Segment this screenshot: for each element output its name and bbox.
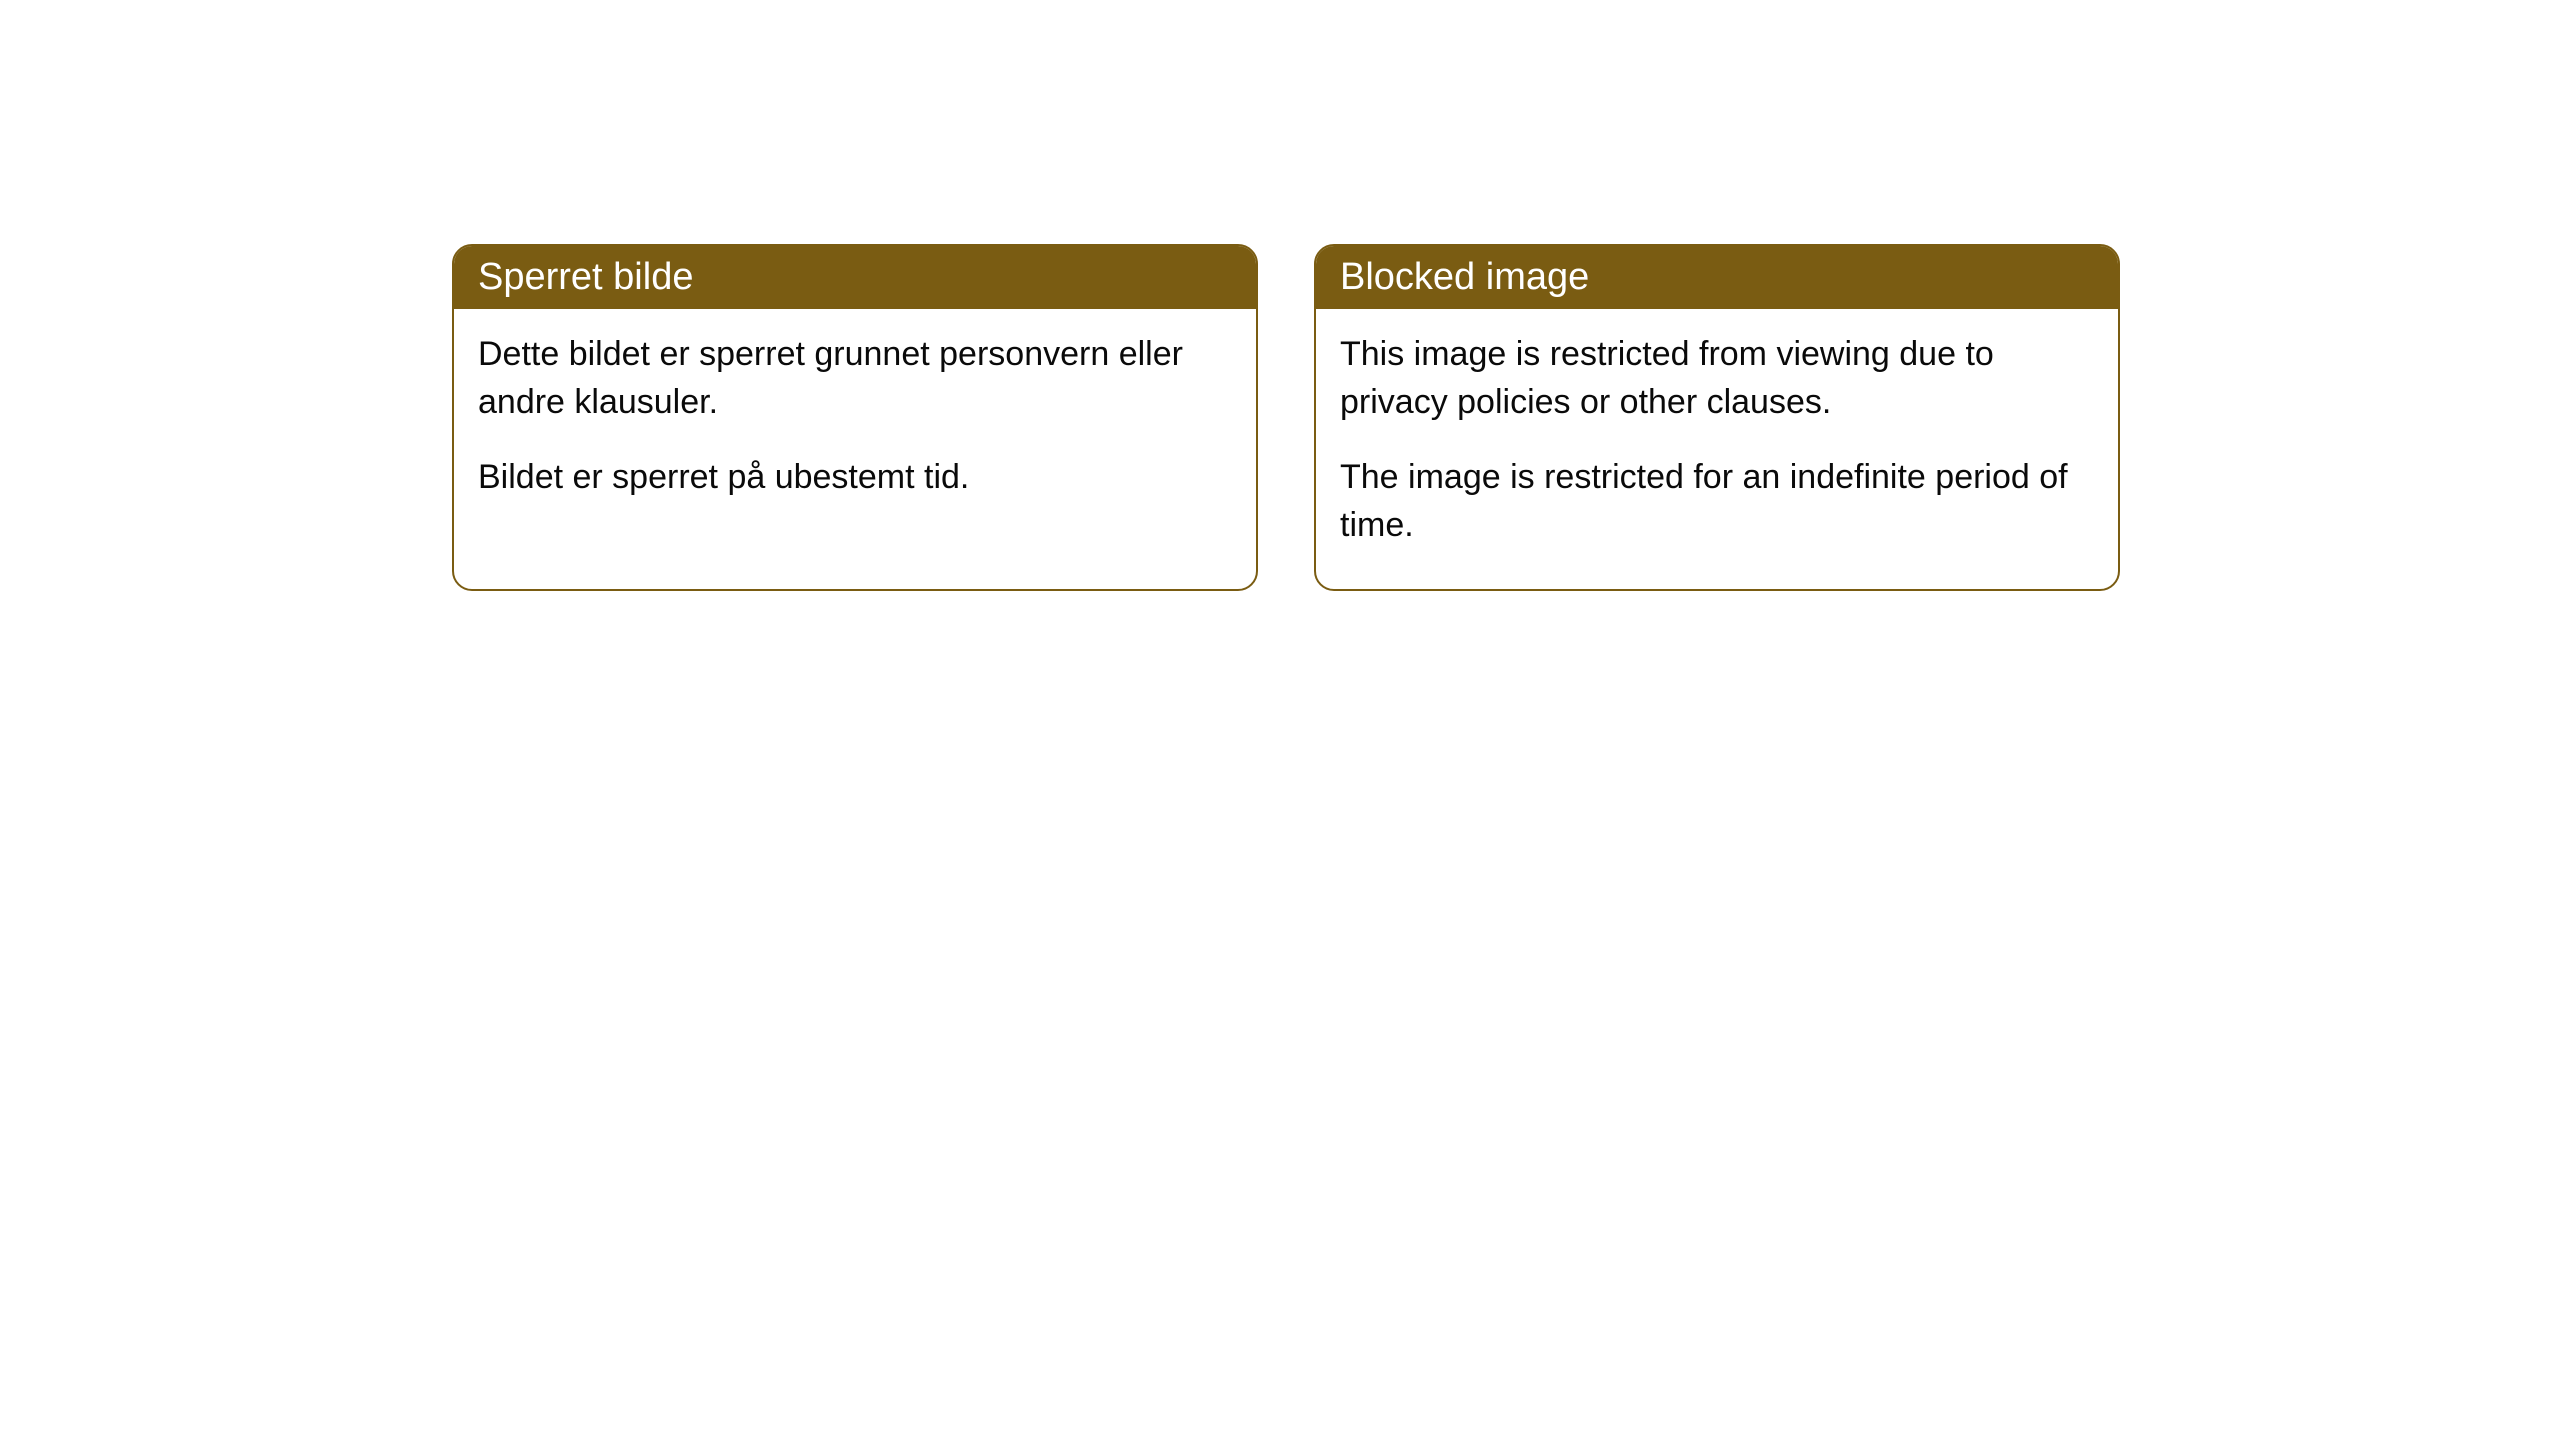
card-header-norwegian: Sperret bilde bbox=[454, 246, 1256, 309]
blocked-image-card-norwegian: Sperret bilde Dette bildet er sperret gr… bbox=[452, 244, 1258, 591]
card-body-english: This image is restricted from viewing du… bbox=[1316, 309, 2118, 589]
card-body-norwegian: Dette bildet er sperret grunnet personve… bbox=[454, 309, 1256, 542]
card-paragraph-1-norwegian: Dette bildet er sperret grunnet personve… bbox=[478, 331, 1232, 426]
card-header-english: Blocked image bbox=[1316, 246, 2118, 309]
card-paragraph-1-english: This image is restricted from viewing du… bbox=[1340, 331, 2094, 426]
card-paragraph-2-norwegian: Bildet er sperret på ubestemt tid. bbox=[478, 454, 1232, 502]
card-paragraph-2-english: The image is restricted for an indefinit… bbox=[1340, 454, 2094, 549]
cards-container: Sperret bilde Dette bildet er sperret gr… bbox=[452, 244, 2120, 591]
blocked-image-card-english: Blocked image This image is restricted f… bbox=[1314, 244, 2120, 591]
